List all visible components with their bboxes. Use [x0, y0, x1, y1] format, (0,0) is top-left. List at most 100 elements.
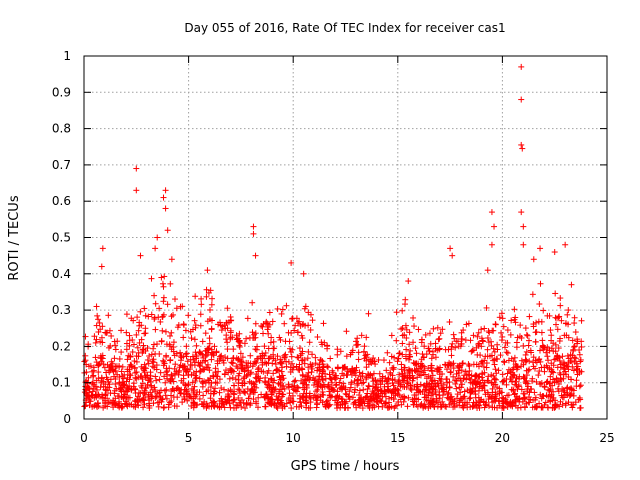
data-point	[314, 367, 321, 374]
data-point	[425, 404, 432, 411]
data-point	[504, 350, 511, 357]
data-point	[574, 371, 581, 378]
data-point	[300, 396, 307, 403]
data-point	[93, 303, 100, 310]
data-point	[532, 396, 539, 403]
data-point	[464, 399, 471, 406]
data-point	[224, 346, 231, 353]
data-point	[140, 395, 147, 402]
data-point	[171, 352, 178, 359]
data-point	[271, 399, 278, 406]
data-point	[574, 363, 581, 370]
data-point	[339, 401, 346, 408]
data-point	[265, 359, 272, 366]
data-point	[100, 383, 107, 390]
data-point	[466, 362, 473, 369]
data-point	[412, 345, 419, 352]
data-point	[118, 327, 125, 334]
data-point	[518, 209, 525, 216]
data-point	[385, 399, 392, 406]
data-point	[336, 379, 343, 386]
data-point	[432, 354, 439, 361]
y-tick-label: 1	[63, 49, 71, 63]
data-point	[569, 352, 576, 359]
data-point	[118, 349, 125, 356]
data-point	[478, 335, 485, 342]
data-point	[111, 355, 118, 362]
data-point	[150, 359, 157, 366]
data-point	[399, 371, 406, 378]
data-point	[364, 386, 371, 393]
data-point	[429, 390, 436, 397]
data-point	[444, 366, 451, 373]
data-point	[559, 401, 566, 408]
data-point	[415, 396, 422, 403]
data-point	[296, 392, 303, 399]
data-point	[243, 400, 250, 407]
data-point	[324, 345, 331, 352]
data-point	[399, 325, 406, 332]
data-point	[531, 389, 538, 396]
data-point	[573, 383, 580, 390]
data-point	[335, 395, 342, 402]
y-tick-label: 0.4	[52, 267, 71, 281]
data-point	[96, 319, 103, 326]
data-point	[356, 391, 363, 398]
data-point	[93, 322, 100, 329]
data-point	[360, 379, 367, 386]
data-point	[437, 330, 444, 337]
data-point	[554, 326, 561, 333]
data-point	[199, 383, 206, 390]
data-point	[141, 305, 148, 312]
data-point	[343, 328, 350, 335]
data-point	[238, 357, 245, 364]
data-point	[123, 329, 130, 336]
data-point	[423, 351, 430, 358]
data-point	[430, 351, 437, 358]
data-point	[160, 283, 167, 290]
data-point	[544, 344, 551, 351]
data-point	[470, 385, 477, 392]
data-point	[260, 330, 267, 337]
data-point	[162, 205, 169, 212]
data-point	[317, 356, 324, 363]
data-point	[163, 386, 170, 393]
data-point	[468, 372, 475, 379]
data-point	[436, 395, 443, 402]
data-point	[484, 346, 491, 353]
data-point	[485, 339, 492, 346]
data-point	[571, 320, 578, 327]
data-point	[530, 354, 537, 361]
data-point	[462, 337, 469, 344]
data-point	[533, 404, 540, 411]
data-point	[459, 336, 466, 343]
data-point	[235, 386, 242, 393]
data-point	[495, 367, 502, 374]
data-point	[536, 347, 543, 354]
data-point	[95, 369, 102, 376]
data-point	[109, 400, 116, 407]
data-point	[276, 390, 283, 397]
data-point	[294, 354, 301, 361]
data-point	[166, 343, 173, 350]
data-point	[425, 365, 432, 372]
data-point	[569, 337, 576, 344]
data-point	[447, 396, 454, 403]
data-point	[507, 331, 514, 338]
data-point	[431, 380, 438, 387]
data-point	[525, 342, 532, 349]
data-point	[299, 380, 306, 387]
data-point	[140, 342, 147, 349]
data-point	[278, 386, 285, 393]
data-point	[512, 390, 519, 397]
data-point	[116, 404, 123, 411]
data-point	[187, 356, 194, 363]
data-point	[403, 335, 410, 342]
data-point	[126, 366, 133, 373]
data-point	[262, 349, 269, 356]
data-point	[539, 404, 546, 411]
data-point	[319, 376, 326, 383]
data-point	[436, 375, 443, 382]
data-point	[395, 355, 402, 362]
data-point	[513, 382, 520, 389]
